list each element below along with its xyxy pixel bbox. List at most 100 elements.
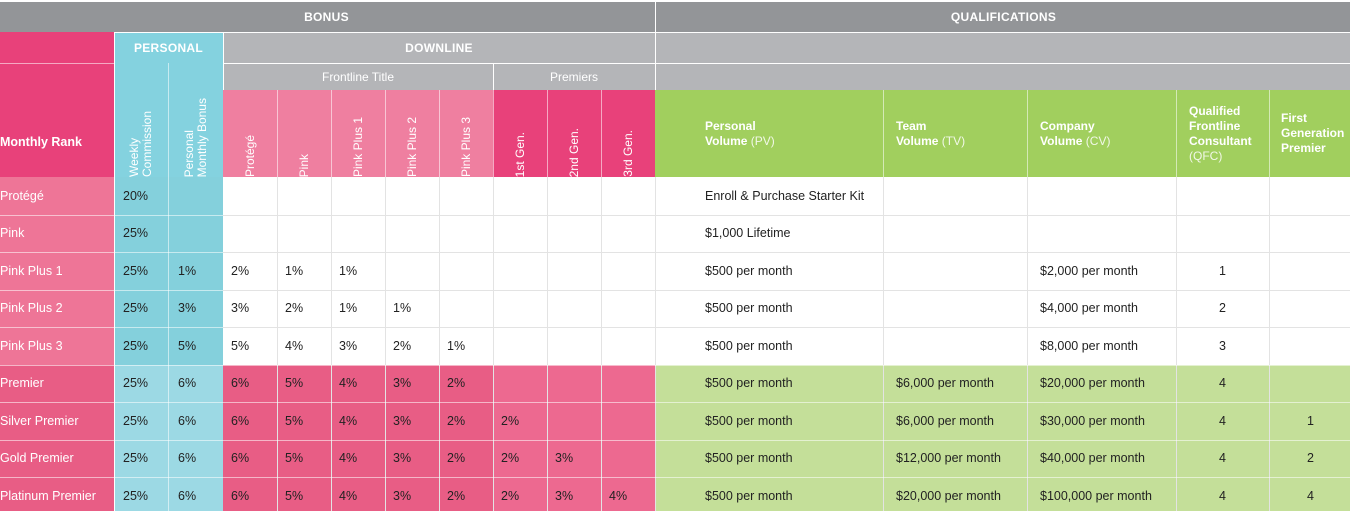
- personal-volume-header: Personal Volume (PV): [655, 90, 883, 177]
- premier-cell: [601, 402, 655, 440]
- personal-monthly-bonus-cell: 6%: [168, 364, 223, 402]
- team-volume-cell: $6,000 per month: [883, 364, 1027, 402]
- frontline-cell: [223, 177, 277, 215]
- personal-header: PERSONAL: [114, 32, 223, 63]
- frontline-cell: 4%: [331, 439, 385, 477]
- frontline-cell: 4%: [277, 327, 331, 365]
- frontline-cell: [439, 289, 493, 327]
- company-volume-cell: $2,000 per month: [1027, 252, 1176, 290]
- grid-line: [0, 477, 223, 478]
- premier-cell: 2%: [493, 402, 547, 440]
- grid-line: [385, 177, 386, 511]
- grid-line: [1027, 90, 1028, 177]
- bonus-header: BONUS: [0, 2, 655, 32]
- grid-line: [223, 440, 1350, 441]
- qfc-cell: 3: [1176, 327, 1269, 365]
- personal-volume-cell: $500 per month: [655, 364, 883, 402]
- premiers-header: Premiers: [493, 63, 655, 90]
- frontline-title-header: Frontline Title: [223, 63, 493, 90]
- downline-header: DOWNLINE: [223, 32, 655, 63]
- rank-cell: Silver Premier: [0, 402, 114, 440]
- personal-monthly-bonus-cell: 6%: [168, 402, 223, 440]
- company-volume-header: Company Volume (CV): [1027, 90, 1176, 177]
- frontline-cell: [331, 214, 385, 252]
- rank-cell: Protégé: [0, 177, 114, 215]
- company-volume-cell: $30,000 per month: [1027, 402, 1176, 440]
- premier-cell: 3%: [547, 477, 601, 511]
- weekly-commission-cell: 25%: [114, 439, 168, 477]
- frontline-cell: 3%: [385, 402, 439, 440]
- frontline-cell: [223, 214, 277, 252]
- weekly-commission-cell: 25%: [114, 402, 168, 440]
- grid-line: [0, 290, 223, 291]
- qfc-cell: [1176, 214, 1269, 252]
- personal-monthly-bonus-cell: 3%: [168, 289, 223, 327]
- weekly-commission-cell: 25%: [114, 364, 168, 402]
- rank-cell: Pink: [0, 214, 114, 252]
- team-volume-header: Team Volume (TV): [883, 90, 1027, 177]
- monthly-rank-header-bg: [0, 32, 114, 177]
- premier-cell: [493, 327, 547, 365]
- grid-line: [1176, 90, 1177, 177]
- monthly-rank-label: Monthly Rank: [0, 135, 82, 149]
- grid-line: [223, 215, 1350, 216]
- frontline-cell: 6%: [223, 364, 277, 402]
- grid-line: [0, 440, 223, 441]
- premier-cell: [493, 177, 547, 215]
- qfc-cell: 4: [1176, 439, 1269, 477]
- grid-line: [547, 90, 548, 177]
- frontline-cell: [331, 177, 385, 215]
- weekly-commission-cell: 25%: [114, 327, 168, 365]
- rank-cell: Pink Plus 1: [0, 252, 114, 290]
- first-generation-premier-cell: [1269, 252, 1350, 290]
- grid-line: [493, 177, 494, 511]
- premier-cell: [547, 364, 601, 402]
- premier-cell: [601, 177, 655, 215]
- grid-line: [223, 402, 1350, 403]
- weekly-commission-cell: 25%: [114, 477, 168, 511]
- frontline-cell: 1%: [385, 289, 439, 327]
- personal-volume-cell: $500 per month: [655, 327, 883, 365]
- premier-cell: [493, 364, 547, 402]
- qualifications-header: QUALIFICATIONS: [655, 2, 1350, 32]
- first-generation-premier-cell: 1: [1269, 402, 1350, 440]
- grid-line: [439, 177, 440, 511]
- rank-cell: Pink Plus 2: [0, 289, 114, 327]
- premier-cell: [601, 289, 655, 327]
- grid-line: [0, 365, 223, 366]
- team-volume-cell: $12,000 per month: [883, 439, 1027, 477]
- personal-monthly-bonus-cell: 6%: [168, 439, 223, 477]
- premier-cell: [493, 289, 547, 327]
- grid-line: [114, 32, 1350, 33]
- qualifications-subheader-bg: [655, 32, 1350, 90]
- team-volume-cell: [883, 252, 1027, 290]
- premier-cell: [601, 364, 655, 402]
- frontline-cell: 6%: [223, 477, 277, 511]
- premier-cell: [601, 327, 655, 365]
- frontline-cell: 5%: [277, 364, 331, 402]
- premier-cell: 3%: [547, 439, 601, 477]
- company-volume-cell: $4,000 per month: [1027, 289, 1176, 327]
- first-generation-premier-header: First Generation Premier: [1269, 90, 1350, 177]
- grid-line: [114, 32, 115, 511]
- frontline-cell: 1%: [439, 327, 493, 365]
- premier-cell: 2%: [493, 439, 547, 477]
- frontline-col-header-3: Pink Plus 1: [331, 90, 385, 177]
- frontline-cell: 5%: [223, 327, 277, 365]
- grid-line: [1027, 177, 1028, 511]
- grid-line: [1176, 177, 1177, 511]
- grid-line: [0, 327, 223, 328]
- frontline-cell: 5%: [277, 477, 331, 511]
- frontline-col-header-1: Protégé: [223, 90, 277, 177]
- frontline-cell: 4%: [331, 402, 385, 440]
- premier-cell: [493, 252, 547, 290]
- qfc-cell: 4: [1176, 364, 1269, 402]
- grid-line: [493, 90, 494, 177]
- qfc-cell: [1176, 177, 1269, 215]
- premier-cell: [601, 439, 655, 477]
- grid-line: [0, 402, 223, 403]
- grid-line: [223, 290, 1350, 291]
- frontline-cell: 3%: [331, 327, 385, 365]
- company-volume-cell: $8,000 per month: [1027, 327, 1176, 365]
